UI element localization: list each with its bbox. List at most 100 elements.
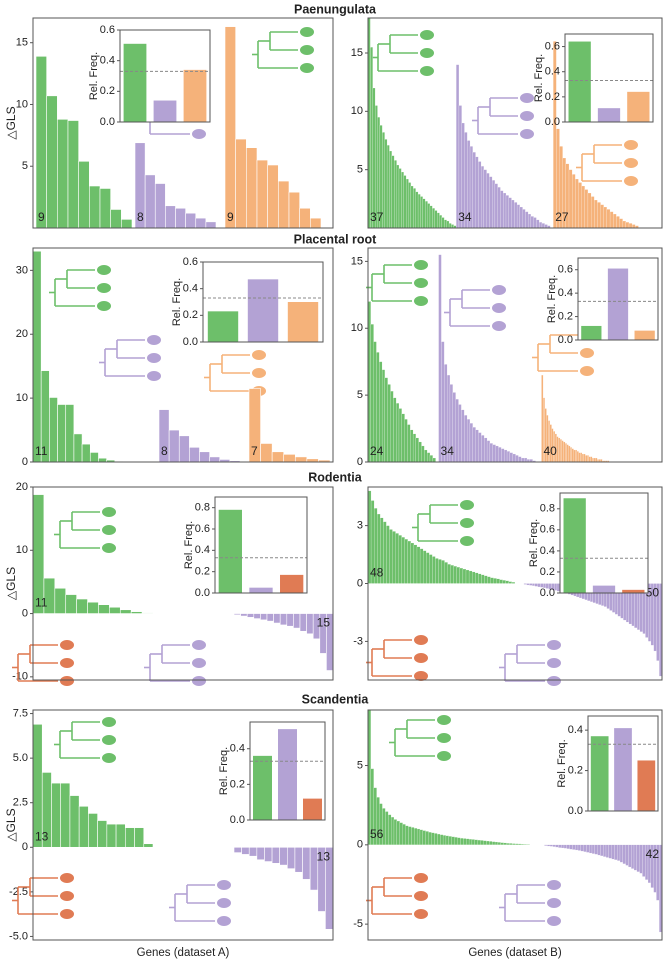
bar [89, 452, 99, 463]
inset-tick-label: 0.0 [545, 116, 560, 128]
bar [480, 840, 484, 845]
bar [617, 844, 621, 861]
inset-tick-label: 0.4 [183, 283, 198, 295]
bar [448, 223, 452, 229]
bar [556, 436, 559, 463]
inset-bar [123, 43, 147, 122]
tree-icon [499, 640, 561, 686]
bar [563, 844, 567, 849]
bar [434, 833, 438, 845]
bar [453, 566, 457, 584]
bar [233, 613, 241, 616]
bar [489, 841, 493, 845]
y-tick-label: -10 [12, 671, 28, 683]
bar [556, 583, 560, 592]
bar [154, 183, 166, 229]
bar [569, 844, 573, 850]
bar [509, 843, 513, 845]
bar [508, 581, 513, 584]
bar [165, 205, 176, 229]
species-icon [624, 176, 638, 186]
bar [575, 178, 579, 229]
y-axis-label: △GLS [4, 808, 18, 841]
inset-tick-label: 0.0 [568, 805, 583, 817]
inset-y-label: Rel. Freq. [556, 739, 568, 787]
bar [525, 211, 529, 229]
bar [65, 404, 75, 463]
tree-icon [499, 880, 561, 926]
bar [299, 613, 307, 632]
inset-tick-label: 0.0 [540, 587, 555, 599]
bar [425, 831, 429, 845]
y-tick-label: 10 [16, 392, 28, 404]
bar [492, 180, 496, 229]
bar [389, 529, 393, 584]
bar [415, 437, 419, 463]
bar [299, 207, 311, 229]
tree-icon [252, 27, 314, 73]
species-icon [192, 640, 206, 650]
bar [417, 194, 421, 229]
bar [458, 404, 462, 463]
tree-icon [169, 880, 231, 926]
bar [481, 166, 484, 229]
bar [401, 537, 405, 584]
bar [534, 583, 538, 587]
bar [78, 805, 89, 848]
bar [457, 837, 461, 845]
bar [495, 445, 499, 463]
bar [503, 192, 507, 229]
species-icon [217, 880, 231, 890]
bar [372, 87, 376, 229]
inset-y-label: Rel. Freq. [183, 521, 195, 569]
species-icon [547, 898, 561, 908]
inset-tick-label: 0.8 [195, 502, 210, 514]
inset-tick-label: 0.4 [230, 743, 245, 755]
inset-tick-label: 0.2 [195, 566, 210, 578]
bar [561, 440, 564, 463]
bar [410, 542, 415, 584]
species-icon [414, 260, 428, 270]
species-icon [217, 916, 231, 926]
inset-y-label: Rel. Freq. [171, 278, 183, 326]
species-icon [492, 321, 506, 331]
bar [392, 531, 396, 584]
bar [492, 444, 496, 463]
bar [518, 843, 522, 845]
species-icon [300, 45, 314, 55]
group-count: 8 [137, 210, 144, 224]
inset-tick-label: 0.0 [183, 336, 198, 348]
y-axis-label: △GLS [4, 567, 18, 600]
species-icon [420, 48, 434, 58]
bar [593, 457, 596, 463]
bar [468, 839, 473, 845]
species-icon [60, 873, 74, 883]
inset-bar [303, 798, 322, 820]
bar [253, 613, 261, 619]
bar [519, 206, 523, 229]
bar [568, 169, 573, 229]
bar [523, 844, 527, 845]
bar [520, 843, 525, 845]
bar [486, 440, 491, 463]
inset-bar [627, 91, 650, 122]
species-icon [492, 303, 506, 313]
bar [178, 435, 190, 463]
bar [590, 456, 593, 463]
group-count: 42 [646, 847, 660, 861]
species-icon [60, 676, 74, 686]
species-icon [547, 916, 561, 926]
bar [401, 413, 405, 463]
bar [408, 182, 412, 229]
bar [463, 838, 467, 845]
species-icon [147, 353, 161, 363]
bar [408, 826, 412, 845]
bar [516, 204, 520, 229]
bar [609, 211, 614, 229]
group-count: 50 [646, 586, 660, 600]
species-icon [300, 63, 314, 73]
bar [483, 840, 487, 845]
species-icon [217, 898, 231, 908]
bar [410, 185, 414, 229]
section-title: Placental root [294, 232, 377, 246]
